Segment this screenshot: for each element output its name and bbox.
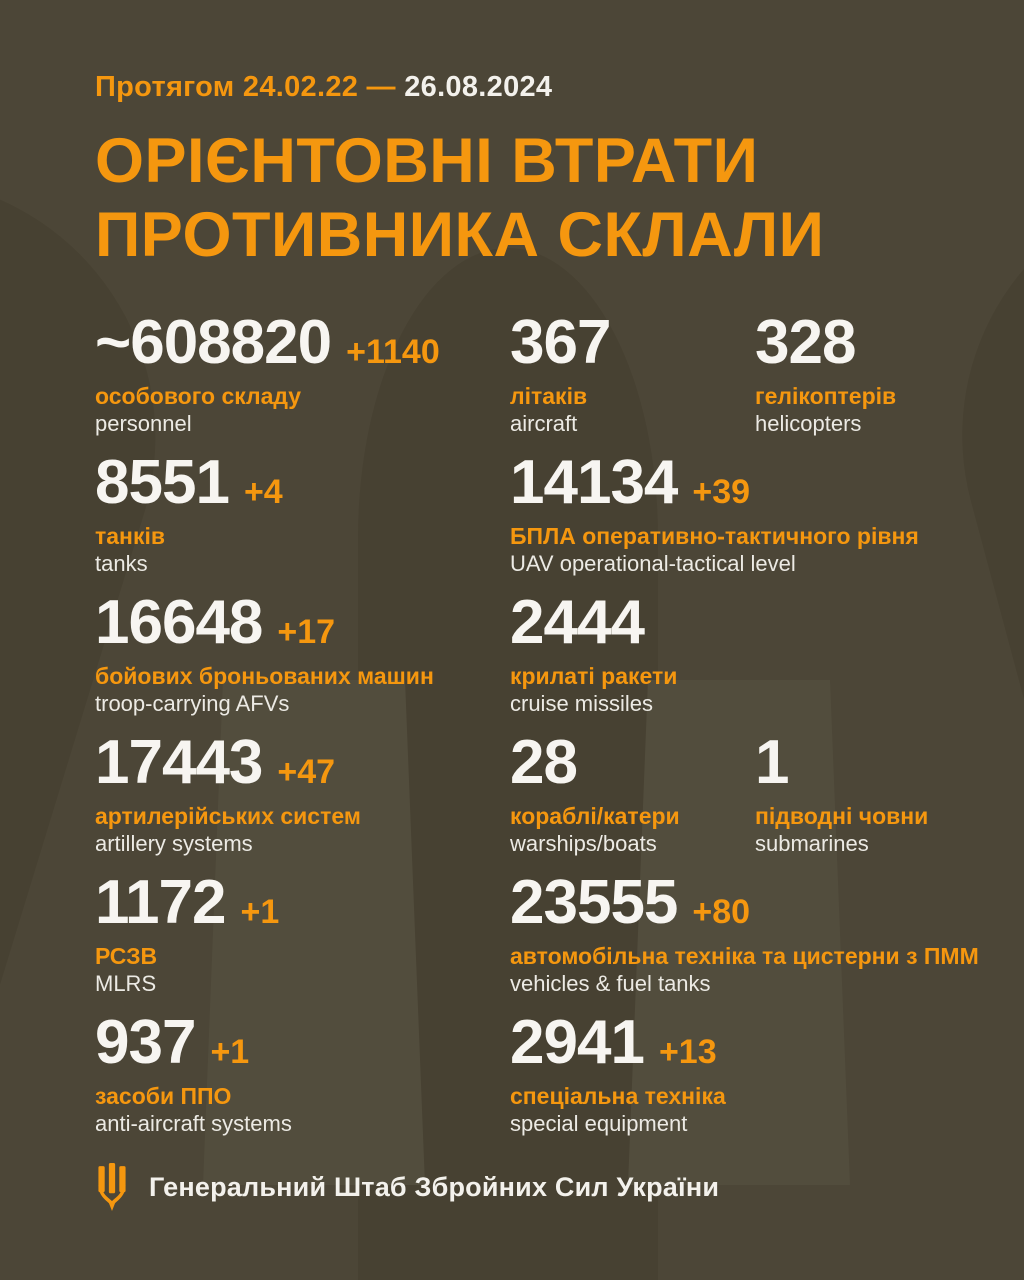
stat-label-en: warships/boats — [510, 831, 657, 856]
stat-label-ua: гелікоптерів — [755, 383, 897, 409]
stat-value: 28 — [510, 728, 578, 797]
stat-label-en: anti-aircraft systems — [95, 1111, 292, 1136]
stat-delta: +17 — [277, 613, 336, 651]
stat-label-ua: артилерійських систем — [95, 803, 361, 829]
stat-value: 367 — [510, 308, 611, 377]
stat-anti-aircraft: 937 +1 засоби ППО anti-aircraft systems — [95, 1012, 510, 1152]
stat-value: 2444 — [510, 588, 645, 657]
stat-helicopters: 328 гелікоптерів helicopters — [755, 312, 995, 452]
stat-label-en: tanks — [95, 551, 148, 576]
stat-special-equipment: 2941 +13 спеціальна техніка special equip… — [510, 1012, 755, 1152]
stat-label-en: vehicles & fuel tanks — [510, 971, 711, 996]
stat-label-ua: РСЗВ — [95, 943, 158, 969]
stat-label-en: personnel — [95, 411, 192, 436]
stat-label-en: UAV operational-tactical level — [510, 551, 796, 576]
stat-artillery: 17443 +47 артилерійських систем artillery… — [95, 732, 510, 872]
stat-cruise-missiles: 2444 крилаті ракети cruise missiles — [510, 592, 755, 732]
stat-aircraft: 367 літаків aircraft — [510, 312, 755, 452]
stat-value: 14134 — [510, 448, 678, 517]
stat-value: 1172 — [95, 868, 227, 937]
stat-delta: +4 — [243, 473, 283, 511]
stat-label-ua: підводні човни — [755, 803, 929, 829]
stat-value: 16648 — [95, 588, 263, 657]
stat-label-ua: танків — [95, 523, 165, 549]
stat-delta: +1 — [240, 893, 280, 931]
stat-label-en: cruise missiles — [510, 691, 654, 716]
stat-label-ua: засоби ППО — [95, 1083, 232, 1109]
stat-label-ua: крилаті ракети — [510, 663, 678, 689]
stat-value: 328 — [755, 308, 856, 377]
period-label: Протягом 24.02.22 — — [95, 71, 396, 103]
stat-delta: +47 — [277, 753, 336, 791]
stat-value: 23555 — [510, 868, 678, 937]
stat-label-ua: БПЛА оперативно-тактичного рівня — [510, 523, 919, 549]
stat-label-ua: особового складу — [95, 383, 302, 409]
page-title-line2: ПРОТИВНИКА СКЛАЛИ — [95, 200, 825, 270]
stat-delta: +13 — [658, 1033, 717, 1071]
stat-afv: 16648 +17 бойових броньованих машин troop… — [95, 592, 510, 732]
stat-tanks: 8551 +4 танків tanks — [95, 452, 510, 592]
stat-delta: +1140 — [346, 333, 440, 371]
stat-delta: +1 — [210, 1033, 250, 1071]
footer: Генеральний Штаб Збройних Сил України — [95, 1163, 719, 1211]
stat-warships: 28 кораблі/катери warships/boats — [510, 732, 755, 872]
stat-value: 17443 — [95, 728, 263, 797]
period-line: Протягом 24.02.22 — 26.08.2024 — [95, 70, 552, 104]
trident-icon — [98, 1163, 126, 1211]
stat-label-en: submarines — [755, 831, 869, 856]
stat-value: 937 — [95, 1008, 196, 1077]
page-title-line1: ОРІЄНТОВНІ ВТРАТИ — [95, 126, 759, 196]
report-date: 26.08.2024 — [404, 71, 553, 103]
footer-org-label: Генеральний Штаб Збройних Сил України — [149, 1171, 720, 1202]
stats-grid: ~608820 +1140 особового складу personnel … — [95, 312, 995, 1152]
stat-vehicles-fuel-tanks: 23555 +80 автомобільна техніка та цистерн… — [510, 868, 979, 1012]
stat-label-ua: бойових броньованих машин — [95, 663, 434, 689]
stat-label-en: aircraft — [510, 411, 578, 436]
stat-delta: +39 — [692, 473, 751, 511]
stat-label-ua: автомобільна техніка та цистерни з ПММ — [510, 943, 979, 969]
stat-personnel: ~608820 +1140 особового складу personnel — [95, 312, 510, 452]
stat-label-ua: кораблі/катери — [510, 803, 680, 829]
stat-label-en: MLRS — [95, 971, 157, 996]
stat-value: 1 — [755, 728, 789, 797]
stat-mlrs: 1172 +1 РСЗВ MLRS — [95, 872, 510, 1012]
stat-label-en: artillery systems — [95, 831, 253, 856]
stat-label-en: helicopters — [755, 411, 862, 436]
stat-label-en: special equipment — [510, 1111, 688, 1136]
page-title: ОРІЄНТОВНІ ВТРАТИ ПРОТИВНИКА СКЛАЛИ — [95, 124, 824, 272]
stat-submarines: 1 підводні човни submarines — [755, 732, 995, 872]
stat-label-ua: спеціальна техніка — [510, 1083, 726, 1109]
stat-delta: +80 — [692, 893, 751, 931]
stat-value: ~608820 — [95, 308, 332, 377]
stat-value: 8551 — [95, 448, 230, 517]
stat-label-ua: літаків — [510, 383, 588, 409]
stat-value: 2941 — [510, 1008, 645, 1077]
stat-label-en: troop-carrying AFVs — [95, 691, 290, 716]
stat-uav: 14134 +39 БПЛА оперативно-тактичного рівн… — [510, 448, 919, 592]
